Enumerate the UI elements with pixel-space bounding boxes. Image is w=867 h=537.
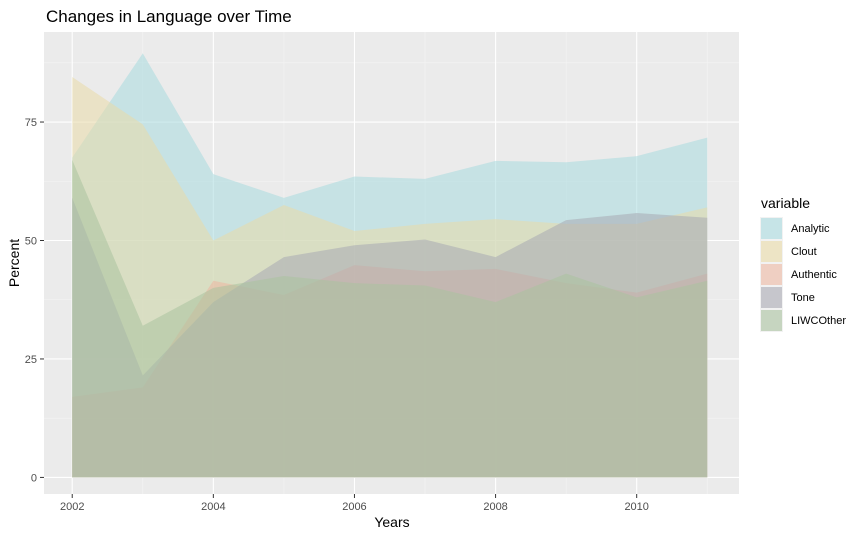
legend-item-tone: Tone <box>760 286 815 309</box>
y-tick-label: 0 <box>31 472 37 484</box>
y-tick-label: 75 <box>25 117 37 129</box>
legend-swatch <box>761 310 782 331</box>
legend-swatch <box>761 218 782 239</box>
legend-label: Tone <box>791 292 815 304</box>
legend: variable Analytic Clout Authentic Tone LIWCO… <box>760 195 846 332</box>
x-tick-label: 2008 <box>483 501 507 513</box>
x-tick-label: 2004 <box>201 501 225 513</box>
legend-label: Clout <box>791 246 817 258</box>
area-liwcother <box>72 159 708 478</box>
x-axis-title: Years <box>374 514 409 530</box>
legend-label: Authentic <box>791 269 837 281</box>
legend-swatch <box>761 287 782 308</box>
x-tick-label: 2006 <box>342 501 366 513</box>
legend-items: Analytic Clout Authentic Tone LIWCOther <box>760 217 846 332</box>
legend-label: LIWCOther <box>791 315 846 327</box>
y-axis-title: Percent <box>6 239 22 287</box>
legend-item-liwcother: LIWCOther <box>760 309 846 332</box>
tick-labels: 2002 2004 2006 2008 2010 0 25 50 75 <box>25 117 649 513</box>
legend-label: Analytic <box>791 223 830 235</box>
legend-swatch <box>761 264 782 285</box>
x-tick-label: 2002 <box>60 501 84 513</box>
legend-item-analytic: Analytic <box>760 217 830 240</box>
legend-swatch <box>761 241 782 262</box>
legend-title: variable <box>761 195 810 211</box>
legend-item-authentic: Authentic <box>760 263 837 286</box>
chart-title: Changes in Language over Time <box>46 7 292 26</box>
y-tick-label: 50 <box>25 235 37 247</box>
y-tick-label: 25 <box>25 354 37 366</box>
legend-item-clout: Clout <box>760 240 817 263</box>
axis-ticks <box>40 121 638 498</box>
area-series <box>72 53 708 478</box>
x-tick-label: 2010 <box>624 501 648 513</box>
